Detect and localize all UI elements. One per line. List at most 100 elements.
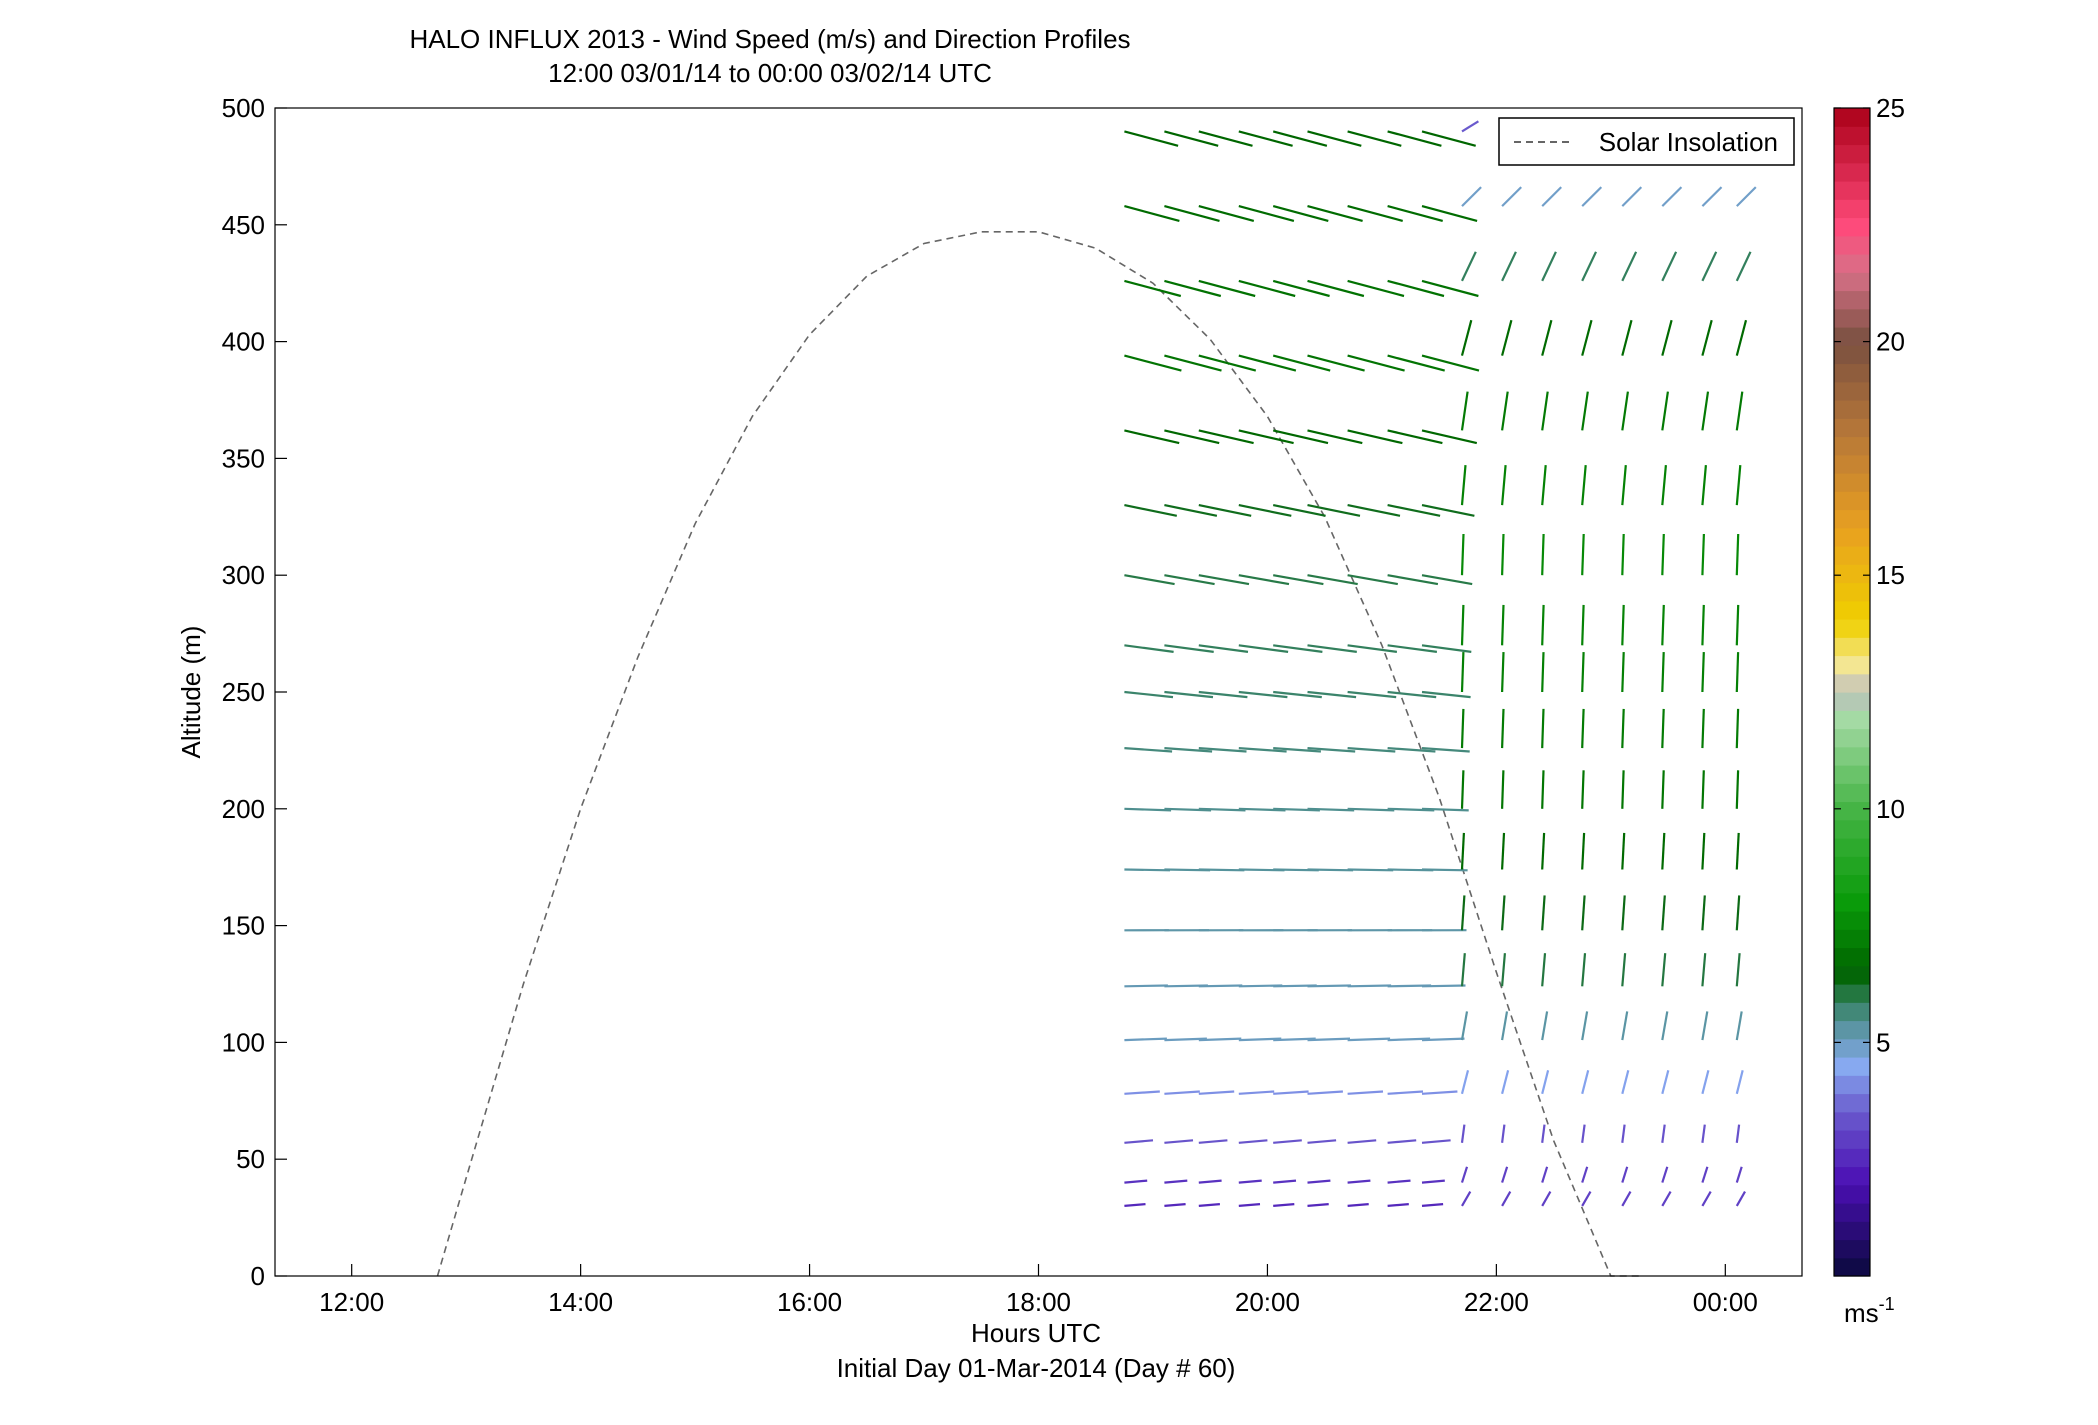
wind-vector xyxy=(1124,574,1175,586)
wind-vector xyxy=(1307,354,1365,372)
wind-vector xyxy=(1541,1191,1552,1207)
wind-vectors-layer xyxy=(1124,120,1757,1207)
y-tick-label: 450 xyxy=(222,210,265,240)
wind-vector-group xyxy=(1124,120,1757,1207)
y-tick-label: 200 xyxy=(222,794,265,824)
wind-vector xyxy=(1460,832,1465,870)
wind-vector xyxy=(1661,953,1667,987)
wind-vector xyxy=(1347,354,1405,372)
wind-vector xyxy=(1421,574,1473,586)
wind-vector xyxy=(1581,533,1585,576)
wind-vector xyxy=(1164,644,1214,653)
wind-vector xyxy=(1701,533,1705,576)
wind-vector xyxy=(1124,1090,1160,1095)
wind-vector xyxy=(1541,1124,1546,1143)
colorbar-segment xyxy=(1834,1020,1870,1040)
x-tick-label: 20:00 xyxy=(1235,1287,1300,1317)
chart-title-line1: HALO INFLUX 2013 - Wind Speed (m/s) and … xyxy=(409,24,1130,54)
wind-vector xyxy=(1501,1124,1506,1143)
wind-vector xyxy=(1307,1179,1331,1184)
wind-vector xyxy=(1621,953,1627,987)
wind-vector xyxy=(1124,807,1172,812)
wind-vector xyxy=(1347,1037,1391,1042)
wind-vector xyxy=(1541,465,1547,506)
wind-vector xyxy=(1387,747,1436,753)
wind-vector xyxy=(1621,391,1629,431)
wind-vector xyxy=(1541,953,1547,987)
x-axis-label: Hours UTC xyxy=(971,1318,1101,1348)
wind-vector xyxy=(1307,279,1365,298)
colorbar-segment xyxy=(1834,783,1870,803)
wind-vector xyxy=(1661,465,1667,506)
wind-vector xyxy=(1735,1124,1741,1143)
colorbar-segment xyxy=(1834,619,1870,638)
wind-vector xyxy=(1461,120,1479,133)
wind-vector xyxy=(1736,186,1757,207)
colorbar-segment xyxy=(1834,1075,1870,1095)
colorbar-segment xyxy=(1834,400,1870,419)
wind-vector xyxy=(1581,953,1587,987)
wind-vector xyxy=(1421,690,1471,699)
wind-vector xyxy=(1387,690,1437,699)
colorbar-segment xyxy=(1834,765,1870,784)
colorbar-segment xyxy=(1834,838,1870,857)
wind-vector xyxy=(1164,279,1222,298)
legend-box xyxy=(1498,117,1795,166)
wind-vector xyxy=(1701,652,1705,693)
wind-vector xyxy=(1421,429,1478,445)
colorbar-tick-label: 15 xyxy=(1876,560,1905,590)
wind-vector xyxy=(1124,1203,1146,1207)
wind-vector xyxy=(1307,574,1358,586)
colorbar-segment xyxy=(1834,181,1870,200)
wind-vector xyxy=(1198,984,1243,988)
wind-vector xyxy=(1701,770,1705,809)
wind-vector xyxy=(1198,690,1248,699)
wind-vector xyxy=(1501,319,1513,356)
wind-vector xyxy=(1735,319,1748,356)
colorbar-segment xyxy=(1834,637,1870,657)
wind-vector xyxy=(1501,953,1506,987)
wind-vector xyxy=(1198,868,1245,872)
wind-vector xyxy=(1238,130,1293,147)
wind-vector xyxy=(1501,895,1506,931)
wind-vector xyxy=(1124,644,1174,653)
wind-vector xyxy=(1541,770,1545,809)
wind-vector xyxy=(1307,1203,1329,1207)
colorbar-segment xyxy=(1834,345,1870,365)
wind-vector xyxy=(1460,391,1469,431)
wind-vector xyxy=(1238,807,1286,812)
wind-vector xyxy=(1661,1011,1669,1041)
wind-vector xyxy=(1198,130,1253,147)
wind-vector xyxy=(1387,644,1438,653)
wind-vector xyxy=(1347,429,1403,445)
y-tick-label: 100 xyxy=(222,1027,265,1057)
wind-vector xyxy=(1581,652,1585,693)
wind-vector xyxy=(1307,644,1357,653)
wind-vector xyxy=(1541,1166,1549,1183)
wind-vector xyxy=(1198,1179,1222,1184)
wind-vector xyxy=(1273,644,1323,653)
wind-vector xyxy=(1460,652,1465,693)
wind-vector xyxy=(1164,1037,1207,1042)
wind-vector xyxy=(1421,1179,1445,1184)
colorbar-segment xyxy=(1834,673,1870,693)
wind-vector xyxy=(1124,429,1180,445)
wind-vector xyxy=(1347,1203,1369,1207)
wind-vector xyxy=(1273,1090,1309,1095)
colorbar-segment xyxy=(1834,1111,1870,1131)
wind-vector xyxy=(1661,770,1665,809)
wind-vector xyxy=(1238,574,1290,586)
wind-vector xyxy=(1387,1203,1409,1207)
wind-vector xyxy=(1124,354,1182,372)
wind-vector xyxy=(1164,1203,1186,1207)
wind-vector xyxy=(1621,1070,1630,1095)
wind-vector xyxy=(1541,186,1562,207)
y-tick-label: 350 xyxy=(222,443,265,473)
colorbar-segment xyxy=(1834,308,1870,328)
wind-vector xyxy=(1461,1191,1472,1207)
wind-vector xyxy=(1501,533,1505,576)
wind-vector xyxy=(1621,251,1638,282)
wind-vector xyxy=(1661,1124,1666,1143)
wind-vector xyxy=(1124,984,1168,988)
wind-vector xyxy=(1701,1011,1709,1041)
